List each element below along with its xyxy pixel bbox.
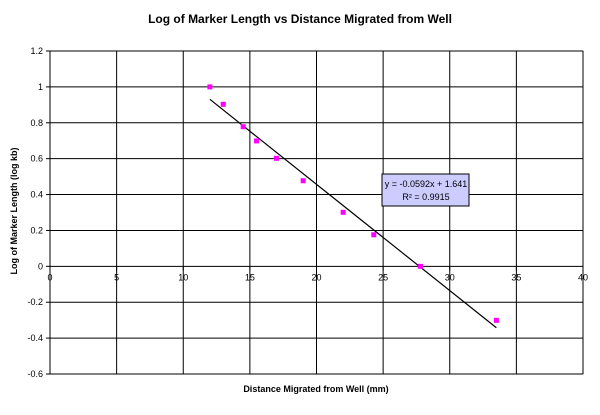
- grid-lines: [50, 50, 584, 375]
- x-tick-label: 5: [114, 272, 119, 282]
- tick-labels: -0.6 -0.4 -0.2 0 0.2 0.4 0.6 0.8 1 1.2 0 5 10 15 20 25 3…: [27, 46, 588, 379]
- y-tick-label: 1.2: [30, 46, 43, 56]
- trendline-equation: y = -0.0592x + 1.641: [385, 179, 468, 189]
- axes: [46, 50, 584, 375]
- data-points: [207, 84, 499, 323]
- data-point: [220, 101, 226, 107]
- x-tick-label: 20: [311, 272, 321, 282]
- data-point: [207, 84, 213, 90]
- trendline: [209, 98, 497, 329]
- x-tick-label: 10: [178, 272, 188, 282]
- x-tick-label: 35: [511, 272, 521, 282]
- data-point: [417, 263, 423, 269]
- y-tick-label: 0.2: [30, 225, 43, 235]
- y-tick-label: -0.2: [27, 297, 43, 307]
- y-tick-label: 0.8: [30, 118, 43, 128]
- trendline-equation-box: y = -0.0592x + 1.641 R² = 0.9915: [381, 173, 470, 207]
- y-tick-label: -0.6: [27, 369, 43, 379]
- data-point: [254, 138, 260, 144]
- data-point: [340, 209, 346, 215]
- equation-box-background: [381, 173, 470, 207]
- y-tick-label: 0: [38, 261, 43, 271]
- data-point: [493, 317, 499, 323]
- x-tick-label: 40: [578, 272, 588, 282]
- x-axis-label: Distance Migrated from Well (mm): [243, 384, 388, 394]
- x-tick-label: 0: [47, 272, 52, 282]
- trendline-group: [209, 98, 497, 329]
- data-point: [274, 155, 280, 161]
- data-point: [371, 232, 377, 238]
- x-tick-label: 15: [245, 272, 255, 282]
- chart-title: Log of Marker Length vs Distance Migrate…: [148, 12, 452, 26]
- r-squared-label: R² = 0.9915: [402, 192, 449, 202]
- y-tick-label: -0.4: [27, 333, 43, 343]
- data-point: [240, 124, 246, 130]
- x-tick-label: 25: [378, 272, 388, 282]
- data-point: [300, 178, 306, 184]
- x-tick-label: 30: [445, 272, 455, 282]
- y-axis-label: Log of Marker Length (log kb): [9, 148, 19, 275]
- y-tick-label: 0.4: [30, 190, 43, 200]
- y-tick-label: 0.6: [30, 154, 43, 164]
- y-tick-label: 1: [38, 82, 43, 92]
